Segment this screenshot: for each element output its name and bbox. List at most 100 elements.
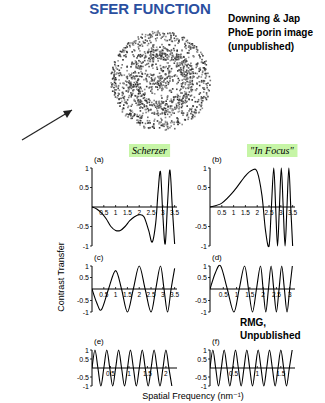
- speckle: [122, 92, 124, 94]
- speckle: [138, 72, 140, 74]
- speckle: [176, 83, 178, 85]
- speckle: [153, 74, 155, 76]
- speckle: [149, 57, 151, 59]
- speckle: [187, 119, 189, 121]
- speckle: [147, 117, 149, 119]
- speckle: [159, 104, 161, 106]
- speckle: [123, 55, 125, 57]
- y-tick-label: -0.5: [195, 297, 207, 304]
- speckle: [136, 114, 138, 116]
- speckle: [120, 51, 122, 53]
- speckle: [171, 91, 173, 93]
- speckle: [191, 111, 193, 113]
- speckle: [174, 128, 176, 130]
- x-tick: [292, 205, 293, 207]
- speckle: [151, 34, 153, 36]
- speckle: [158, 101, 160, 103]
- speckle: [140, 68, 142, 70]
- speckle: [152, 58, 154, 60]
- speckle: [144, 106, 146, 108]
- speckle: [141, 95, 143, 97]
- speckle: [139, 124, 141, 126]
- speckle: [138, 78, 140, 80]
- y-tick: [208, 386, 210, 387]
- speckle: [188, 57, 190, 59]
- speckle: [170, 33, 172, 35]
- speckle: [166, 77, 168, 79]
- speckle: [192, 45, 194, 47]
- speckle: [113, 74, 115, 76]
- speckle: [138, 54, 140, 56]
- speckle: [192, 114, 194, 116]
- speckle: [170, 54, 172, 56]
- speckle: [155, 56, 157, 58]
- speckle: [150, 59, 152, 61]
- y-tick: [208, 168, 210, 169]
- speckle: [142, 122, 144, 124]
- speckle: [179, 111, 181, 113]
- x-tick: [223, 287, 224, 289]
- x-tick: [127, 287, 128, 289]
- speckle: [162, 84, 164, 86]
- speckle: [182, 110, 184, 112]
- speckle: [161, 95, 163, 97]
- speckle: [181, 92, 183, 94]
- speckle: [190, 73, 192, 75]
- speckle: [170, 108, 172, 110]
- speckle: [157, 83, 159, 85]
- speckle: [188, 110, 190, 112]
- speckle: [174, 57, 176, 59]
- x-tick-label: 2: [137, 291, 141, 298]
- speckle: [136, 122, 138, 124]
- speckle: [152, 92, 154, 94]
- speckle: [136, 81, 138, 83]
- speckle: [199, 81, 201, 83]
- speckle: [139, 83, 141, 85]
- speckle: [182, 83, 184, 85]
- speckle: [141, 68, 143, 70]
- speckle: [136, 119, 138, 121]
- plot-area: [210, 265, 292, 312]
- speckle: [185, 79, 187, 81]
- speckle: [140, 66, 142, 68]
- y-tick: [208, 312, 210, 313]
- speckle: [152, 31, 154, 33]
- speckle: [123, 51, 125, 53]
- speckle: [170, 53, 172, 55]
- speckle: [118, 86, 120, 88]
- speckle: [113, 75, 115, 77]
- plot-area: [210, 350, 292, 386]
- speckle: [190, 76, 192, 78]
- speckle: [122, 97, 124, 99]
- speckle: [206, 99, 208, 101]
- speckle: [192, 55, 194, 57]
- speckle: [164, 47, 166, 49]
- speckle: [186, 93, 188, 95]
- y-tick-label: -0.5: [77, 223, 89, 230]
- speckle: [126, 114, 128, 116]
- speckle: [190, 47, 192, 49]
- speckle: [138, 122, 140, 124]
- speckle: [164, 34, 166, 36]
- speckle: [166, 87, 168, 89]
- speckle: [151, 65, 153, 67]
- speckle: [141, 73, 143, 75]
- speckle: [166, 124, 168, 126]
- speckle: [145, 56, 147, 58]
- speckle: [156, 101, 158, 103]
- speckle: [120, 72, 122, 74]
- x-tick: [174, 205, 175, 207]
- speckle: [149, 60, 151, 62]
- speckle: [139, 114, 141, 116]
- speckle: [165, 78, 167, 80]
- panel: -1-0.50.510.511.52(e): [77, 337, 177, 390]
- speckle: [177, 118, 179, 120]
- speckle: [128, 89, 130, 91]
- y-tick-label: 0.5: [197, 184, 207, 191]
- speckle: [122, 95, 124, 97]
- x-tick: [280, 366, 281, 368]
- speckle: [126, 85, 128, 87]
- speckle: [118, 99, 120, 101]
- speckle: [178, 100, 180, 102]
- speckle: [172, 55, 174, 57]
